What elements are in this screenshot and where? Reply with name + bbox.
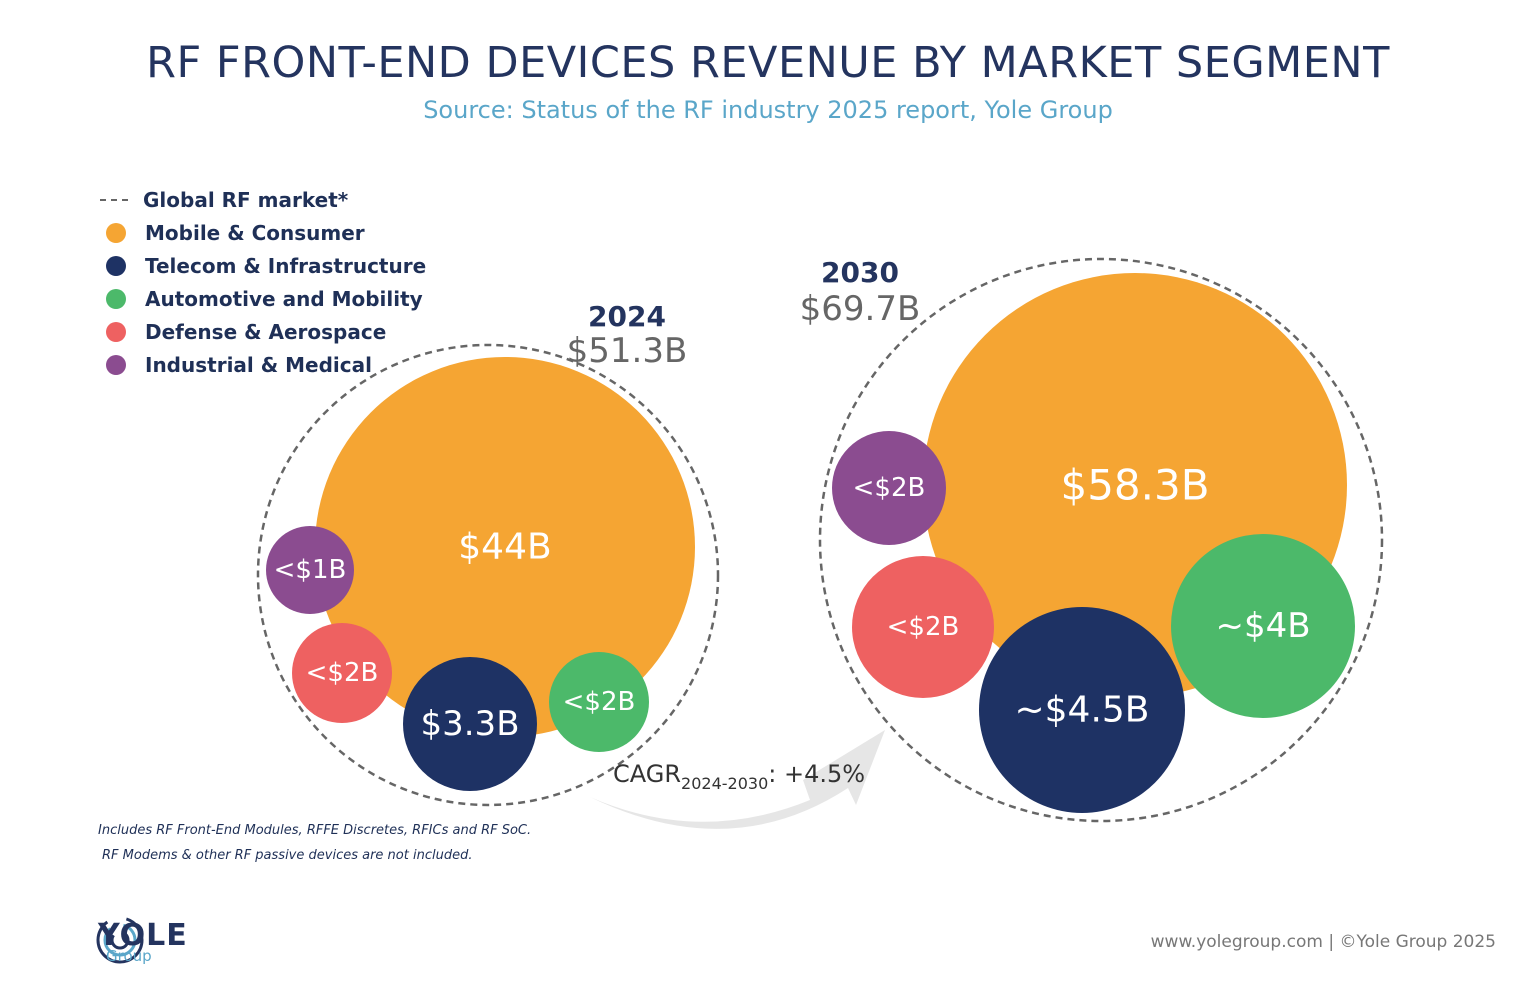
total-label-2030: $69.7B [800, 289, 921, 329]
legend-dot-icon [106, 288, 126, 309]
yole-swirl-icon [96, 916, 144, 964]
year-label-2024: 2024 [588, 300, 666, 333]
logo-sub: Group [106, 947, 152, 965]
bubble-2030-4 [832, 431, 946, 545]
global-market-outline-2030 [818, 257, 1384, 823]
legend-item-industrial: Industrial & Medical [100, 348, 426, 381]
legend-label: Telecom & Infrastructure [145, 253, 427, 278]
legend-label: Automotive and Mobility [145, 286, 423, 311]
logo-name: YOLE [98, 918, 188, 953]
legend-label: Mobile & Consumer [145, 220, 365, 245]
footnote-1: Includes RF Front-End Modules, RFFE Disc… [98, 823, 532, 838]
year-label-2030: 2030 [821, 256, 899, 289]
bubble-2024-0 [315, 357, 695, 737]
bubble-label-2024-1: $3.3B [420, 704, 519, 744]
bubble-2030-1 [979, 607, 1185, 813]
legend-dot-icon [106, 222, 126, 243]
legend-label: Defense & Aerospace [145, 319, 387, 344]
credit-text: www.yolegroup.com | ©Yole Group 2025 [1150, 932, 1496, 952]
bubble-label-2024-3: <$2B [306, 658, 379, 688]
legend-dot-icon [106, 255, 126, 276]
bubble-label-2030-2: ~$4B [1215, 606, 1310, 646]
legend-dashed-line-icon [100, 198, 128, 201]
cagr-prefix: CAGR [613, 760, 681, 788]
legend-label: Global RF market* [143, 187, 349, 212]
legend-item-mobile: Mobile & Consumer [100, 216, 426, 249]
bubble-2030-2 [1171, 534, 1355, 718]
bubble-label-2024-4: <$1B [274, 555, 347, 585]
footnote-2: RF Modems & other RF passive devices are… [102, 848, 473, 863]
chart-subtitle: Source: Status of the RF industry 2025 r… [423, 96, 1113, 124]
legend-label: Industrial & Medical [145, 352, 372, 377]
bubble-label-2030-1: ~$4.5B [1014, 690, 1149, 731]
legend-dot-icon [106, 321, 126, 342]
cagr-arrow [590, 730, 885, 829]
chart-title: RF FRONT-END DEVICES REVENUE BY MARKET S… [146, 38, 1390, 88]
legend: Global RF market* Mobile & Consumer Tele… [100, 183, 426, 381]
bubble-label-2024-0: $44B [458, 527, 551, 568]
bubble-2024-1 [403, 657, 537, 791]
bubble-2024-3 [292, 623, 392, 723]
total-label-2024: $51.3B [567, 331, 688, 371]
cagr-value: : +4.5% [768, 760, 865, 788]
bubble-2024-4 [266, 526, 354, 614]
legend-item-automotive: Automotive and Mobility [100, 282, 426, 315]
cagr-period: 2024-2030 [681, 774, 768, 793]
legend-item-global: Global RF market* [100, 183, 426, 216]
cagr-label: CAGR2024-2030: +4.5% [613, 760, 865, 793]
legend-dot-icon [106, 354, 126, 375]
legend-item-telecom: Telecom & Infrastructure [100, 249, 426, 282]
bubble-label-2030-3: <$2B [887, 612, 960, 642]
bubble-label-2030-4: <$2B [853, 473, 926, 503]
global-market-outline-2024 [256, 343, 720, 807]
bubble-2024-2 [549, 652, 649, 752]
bubble-label-2024-2: <$2B [563, 687, 636, 717]
bubble-2030-3 [852, 556, 994, 698]
legend-item-defense: Defense & Aerospace [100, 315, 426, 348]
bubble-label-2030-0: $58.3B [1060, 461, 1209, 510]
